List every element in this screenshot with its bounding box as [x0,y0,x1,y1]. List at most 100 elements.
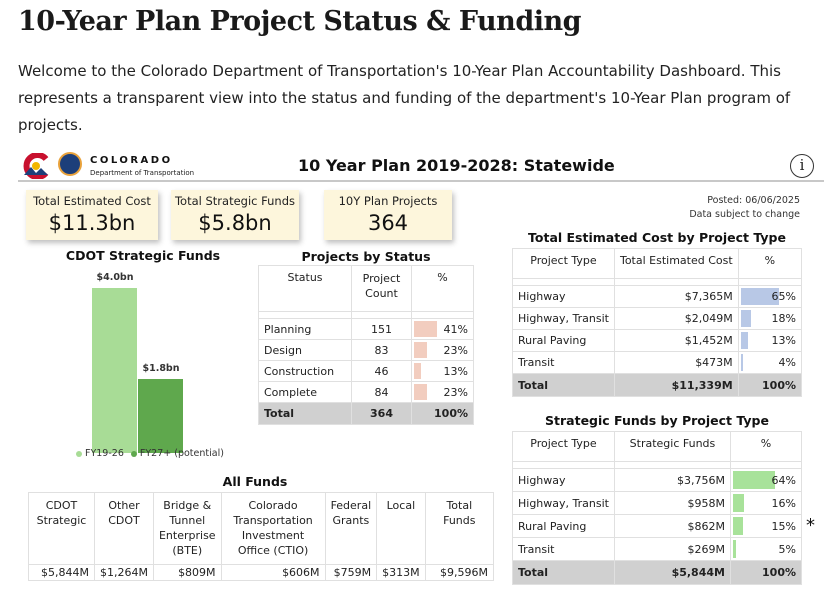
total-row: Total $5,844M 100% [512,560,803,585]
table-row: Highway, Transit $2,049M 18% [512,307,803,330]
pct-bar [414,384,428,400]
dashboard: COLORADO Department of Transportation 10… [18,148,824,600]
header-spacer [258,311,474,319]
projects-by-status-table: Status Project Count % Planning 151 41% Des… [258,265,474,425]
pct-bar [740,288,779,305]
funds-by-type-table: Project Type Strategic Funds % Highway $3… [512,431,803,585]
row-label: Complete [258,381,352,403]
funds-table-title: Strategic Funds by Project Type [545,413,769,428]
total-row: Total 364 100% [258,402,474,425]
cdot-logo: COLORADO Department of Transportation [22,150,212,182]
fund-value: $606M [220,564,326,581]
kpi-value: $5.8bn [198,211,272,235]
column-header: Status [258,265,352,312]
pct-value: 13% [443,364,468,378]
pct-bar [732,540,737,558]
row-label: Design [258,339,352,361]
fund-value: $809M [152,564,222,581]
table-row: Highway $7,365M 65% [512,285,803,308]
kpi-10y-plan-projects: 10Y Plan Projects 364 [324,190,452,240]
row-label: Construction [258,360,352,382]
kpi-label: Total Estimated Cost [33,194,151,208]
column-header: Colorado Transportation Investment Offic… [220,492,326,565]
row-value: 83 [351,339,412,361]
pct-value: 23% [443,385,468,399]
pct-cell: 13% [737,329,803,352]
legend-dot: ● [76,450,82,457]
pct-cell: 13% [411,360,474,382]
column-header: % [737,248,803,279]
table-row: Highway $3,756M 64% [512,468,803,492]
row-label: Highway [512,468,615,492]
pct-bar [740,332,749,349]
pct-cell: 23% [411,381,474,403]
strategic-funds-bar-chart: $4.0bn $1.8bn [76,148,216,453]
pct-cell: 64% [729,468,803,492]
row-value: $269M [613,537,731,561]
cost-by-type-table: Project Type Total Estimated Cost % High… [512,248,803,397]
column-header: Local [376,492,426,565]
pct-value: 16% [771,496,796,510]
total-pct: 100% [737,373,803,397]
legend-label: FY27+ (potential) [139,448,224,459]
row-label: Highway, Transit [512,307,615,330]
cdot-seal-icon [58,152,82,176]
kpi-total-estimated-cost: Total Estimated Cost $11.3bn [26,190,158,240]
page-title: 10-Year Plan Project Status & Funding [18,6,581,37]
row-value: $2,049M [613,307,739,330]
pct-value: 15% [771,519,796,533]
total-label: Total [512,560,615,585]
row-value: 46 [351,360,412,382]
row-value: 84 [351,381,412,403]
row-value: $473M [613,351,739,374]
column-header: % [729,431,803,462]
column-header: Federal Grants [324,492,378,565]
bar-value-label: $1.8bn [142,362,180,374]
row-value: 151 [351,318,412,340]
chart-legend: ●FY19-26 ●FY27+ (potential) [76,448,224,459]
pct-value: 13% [771,334,796,347]
bar-fy19-26[interactable] [92,288,137,453]
fund-value: $313M [376,564,426,581]
column-header: Strategic Funds [613,431,731,462]
pct-bar [414,342,428,358]
all-funds-table: CDOT Strategic Other CDOT Bridge & Tunnel … [28,492,495,581]
kpi-total-strategic-funds: Total Strategic Funds $5.8bn [171,190,299,240]
table-row: Complete 84 23% [258,381,474,403]
footnote-asterisk: * [806,515,815,536]
table-row: Planning 151 41% [258,318,474,340]
strategic-funds-chart-title: CDOT Strategic Funds [65,248,221,263]
pct-cell: 41% [411,318,474,340]
row-label: Rural Paving [512,329,615,352]
fund-value: $1,264M [94,564,154,581]
posted-date: Posted: 06/06/2025 [707,195,800,206]
table-row: Highway, Transit $958M 16% [512,491,803,515]
column-header: Total Estimated Cost [613,248,739,279]
total-value: $11,339M [613,373,739,397]
pct-value: 5% [778,542,796,556]
pct-bar [732,494,744,512]
total-row: Total $11,339M 100% [512,373,803,397]
header-spacer [512,461,803,469]
intro-text: Welcome to the Colorado Department of Tr… [18,62,791,134]
total-pct: 100% [729,560,803,585]
data-disclaimer: Data subject to change [689,209,800,220]
row-label: Planning [258,318,352,340]
legend-label: FY19-26 [85,448,124,459]
info-icon[interactable]: i [790,154,814,178]
column-header: % [411,265,474,312]
pct-bar [732,517,743,535]
column-header: Project Type [512,431,615,462]
pct-bar [740,354,744,371]
legend-dot: ● [130,450,137,457]
pct-bar [414,321,438,337]
status-table-title: Projects by Status [301,249,431,264]
bar-fy27-potential[interactable] [138,378,183,453]
pct-bar [414,363,422,379]
row-label: Transit [512,351,615,374]
table-row: Construction 46 13% [258,360,474,382]
pct-cell: 4% [737,351,803,374]
row-label: Highway, Transit [512,491,615,515]
fund-value: $759M [324,564,378,581]
pct-value: 23% [443,343,468,357]
